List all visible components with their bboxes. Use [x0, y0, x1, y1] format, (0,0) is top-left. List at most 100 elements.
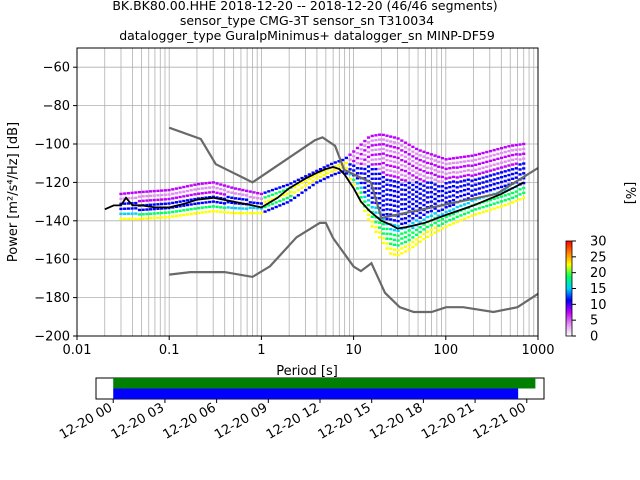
heatmap-cell [407, 162, 411, 166]
heatmap-cell [208, 186, 212, 189]
heatmap-cell [378, 143, 382, 146]
heatmap-cell [488, 188, 493, 192]
heatmap-cell [378, 177, 382, 180]
heatmap-cell [414, 195, 419, 198]
heatmap-cell [396, 147, 400, 150]
heatmap-cell [385, 247, 389, 250]
heatmap-cell [396, 205, 400, 208]
heatmap-cell [344, 167, 348, 170]
heatmap-cell [148, 194, 153, 198]
heatmap-cell [496, 167, 500, 170]
figure-title-line1: BK.BK80.00.HHE 2018-12-20 -- 2018-12-20 … [112, 0, 497, 13]
colorbar-tick-label: 20 [590, 266, 607, 281]
heatmap-cell [455, 186, 459, 189]
heatmap-cell [392, 228, 397, 232]
heatmap-cell [496, 186, 500, 190]
heatmap-cell [414, 181, 419, 184]
heatmap-cell [185, 199, 190, 202]
colorbar-gradient [565, 240, 573, 337]
heatmap-cell [437, 185, 441, 188]
heatmap-cell [514, 199, 518, 203]
heatmap-cell [492, 168, 496, 171]
heatmap-cell [352, 183, 356, 186]
heatmap-cell [455, 215, 459, 219]
heatmap-cell [440, 222, 445, 225]
heatmap-cell [378, 216, 382, 220]
heatmap-cell [267, 190, 271, 193]
heatmap-cell [222, 184, 227, 187]
heatmap-cell [211, 190, 215, 194]
heatmap-cell [503, 150, 507, 154]
heatmap-cell [499, 176, 504, 179]
heatmap-cell [196, 187, 201, 191]
heatmap-cell [185, 189, 190, 193]
heatmap-cell [148, 190, 153, 193]
heatmap-cell [215, 182, 219, 185]
heatmap-cell [245, 189, 249, 193]
heatmap-cell [366, 141, 371, 144]
heatmap-cell [389, 198, 393, 202]
heatmap-cell [278, 190, 282, 194]
heatmap-cell [355, 156, 360, 160]
heatmap-cell [348, 153, 352, 156]
heatmap-cell [400, 222, 404, 226]
heatmap-cell [499, 166, 504, 169]
heatmap-cell [414, 200, 419, 203]
heatmap-cell [208, 191, 212, 194]
heatmap-cell [137, 199, 142, 203]
heatmap-cell [211, 205, 215, 208]
heatmap-cell [233, 207, 238, 210]
heatmap-cell [503, 170, 507, 173]
heatmap-cell [485, 175, 489, 178]
heatmap-cell [407, 176, 411, 180]
heatmap-cell [411, 236, 415, 239]
heatmap-cell [326, 176, 330, 179]
heatmap-cell [370, 196, 374, 199]
heatmap-cell [245, 194, 249, 197]
heatmap-cell [448, 162, 452, 165]
heatmap-cell [204, 196, 208, 199]
heatmap-cell [451, 212, 456, 216]
heatmap-cell [359, 196, 363, 199]
heatmap-cell [119, 207, 123, 211]
heatmap-cell [348, 158, 352, 161]
heatmap-cell [385, 163, 389, 167]
heatmap-cell [522, 142, 526, 146]
heatmap-cell [426, 156, 430, 160]
heatmap-cell [403, 155, 408, 159]
heatmap-cell [252, 211, 256, 215]
heatmap-cell [134, 212, 138, 215]
heatmap-cell [474, 158, 478, 162]
heatmap-cell [374, 211, 378, 214]
heatmap-cell [492, 173, 496, 176]
heatmap-cell [414, 171, 419, 174]
heatmap-cell [311, 179, 315, 183]
heatmap-cell [389, 252, 393, 255]
heatmap-cell [477, 182, 481, 185]
noise-models [168, 126, 539, 314]
heatmap-cell [396, 151, 400, 155]
heatmap-cell [167, 215, 171, 219]
heatmap-cell [437, 219, 441, 222]
heatmap-cell [293, 196, 297, 200]
heatmap-cell [511, 201, 515, 204]
heatmap-cell [230, 186, 234, 189]
heatmap-cell [488, 169, 493, 172]
heatmap-cell [366, 194, 371, 197]
heatmap-cell [433, 197, 437, 201]
heatmap-cell [355, 161, 360, 165]
heatmap-cell [370, 139, 374, 142]
heatmap-cell [341, 158, 345, 162]
heatmap-cell [385, 208, 389, 211]
heatmap-cell [414, 190, 419, 194]
heatmap-cell [374, 225, 378, 229]
heatmap-cell [503, 203, 507, 207]
heatmap-cell [378, 153, 382, 156]
heatmap-cell [440, 171, 445, 174]
heatmap-cell [440, 227, 445, 230]
heatmap-cell [182, 185, 186, 189]
heatmap-cell [160, 207, 164, 210]
heatmap-cell [270, 207, 275, 210]
heatmap-cell [485, 165, 489, 168]
